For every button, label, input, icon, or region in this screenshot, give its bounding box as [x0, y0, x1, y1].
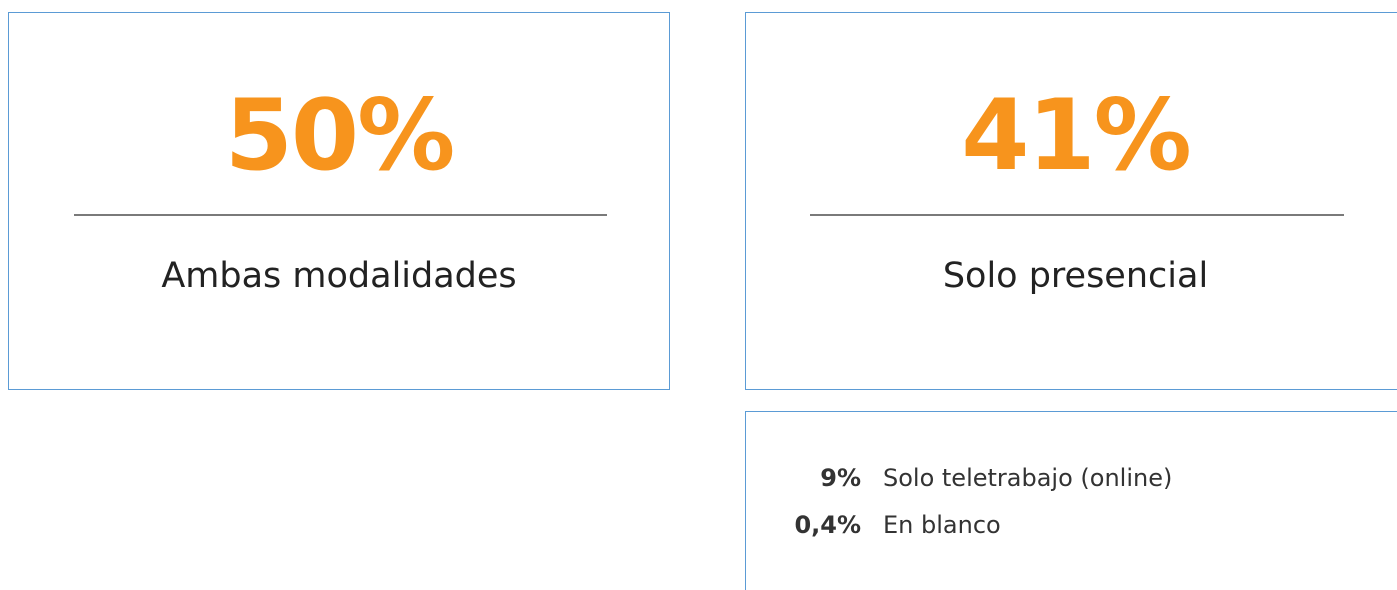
stat-value: 50%: [224, 79, 456, 193]
list-label: Solo teletrabajo (online): [883, 464, 1173, 492]
divider: [74, 214, 607, 216]
list-label: En blanco: [883, 511, 1001, 539]
stat-card: 50% Ambas modalidades: [8, 12, 670, 390]
stat-label: Solo presencial: [942, 256, 1209, 296]
list-value: 9%: [820, 464, 861, 492]
stat-value: 41%: [961, 79, 1192, 193]
divider: [810, 214, 1344, 216]
stat-card: 41% Solo presencial: [745, 12, 1397, 390]
list-card: 9% Solo teletrabajo (online) 0,4% En bla…: [745, 411, 1397, 590]
stat-label: Ambas modalidades: [161, 256, 517, 296]
list-value: 0,4%: [794, 511, 861, 539]
